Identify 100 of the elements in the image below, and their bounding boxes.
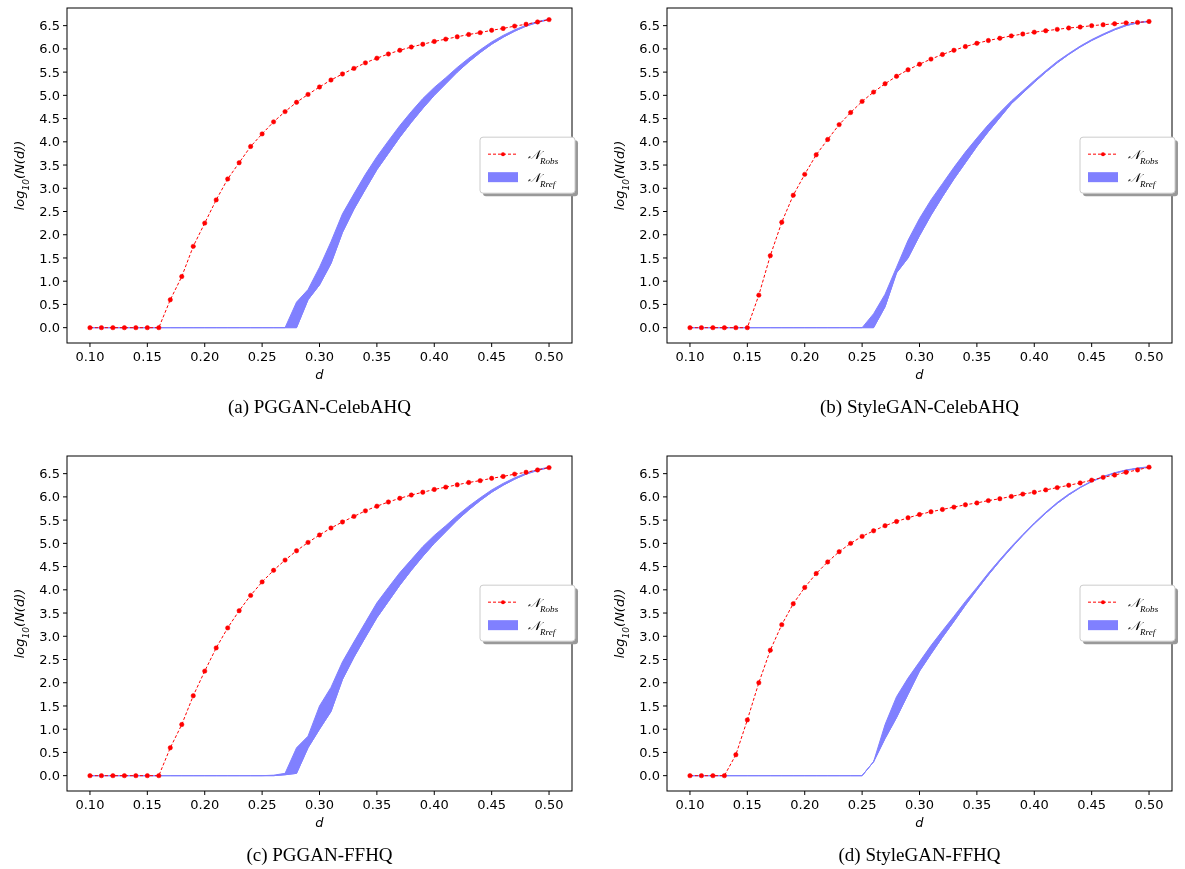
x-tick-label: 0.25 bbox=[247, 349, 277, 364]
x-tick-label: 0.15 bbox=[132, 349, 162, 364]
y-tick-label: 6.0 bbox=[639, 489, 660, 505]
y-tick-label: 5.5 bbox=[39, 64, 60, 80]
y-tick-label: 0.5 bbox=[639, 296, 660, 312]
y-tick-label: 0.0 bbox=[39, 320, 60, 336]
y-tick-label: 3.5 bbox=[39, 605, 60, 621]
x-tick-label: 0.40 bbox=[1019, 797, 1049, 812]
x-tick-label: 0.50 bbox=[534, 797, 564, 812]
x-tick-label: 0.15 bbox=[732, 349, 762, 364]
x-tick-label: 0.30 bbox=[305, 797, 334, 812]
y-tick-label: 5.5 bbox=[639, 512, 660, 528]
y-tick-label: 3.0 bbox=[39, 628, 60, 644]
y-tick-label: 2.5 bbox=[39, 204, 60, 220]
y-tick-label: 6.5 bbox=[639, 18, 660, 34]
y-tick-label: 1.0 bbox=[639, 273, 660, 289]
x-axis-title: d bbox=[315, 815, 325, 830]
y-tick-label: 1.5 bbox=[39, 698, 60, 714]
y-tick-label: 6.0 bbox=[39, 489, 60, 505]
y-tick-label: 5.5 bbox=[639, 64, 660, 80]
x-tick-label: 0.25 bbox=[847, 797, 877, 812]
x-tick-label: 0.50 bbox=[534, 349, 564, 364]
x-tick-label: 0.40 bbox=[419, 797, 449, 812]
x-tick-label: 0.20 bbox=[190, 797, 220, 812]
y-tick-label: 3.5 bbox=[639, 605, 660, 621]
y-tick-label: 3.5 bbox=[39, 157, 60, 173]
y-tick-label: 1.5 bbox=[639, 698, 660, 714]
y-tick-label: 4.0 bbox=[39, 582, 60, 598]
y-tick-label: 4.5 bbox=[39, 111, 60, 127]
y-tick-label: 4.5 bbox=[39, 559, 60, 575]
x-tick-label: 0.40 bbox=[1019, 349, 1049, 364]
y-tick-label: 0.0 bbox=[639, 768, 660, 784]
y-tick-label: 2.0 bbox=[639, 227, 660, 243]
legend-label: 𝒩$_{Rref}$ bbox=[528, 169, 557, 189]
x-tick-label: 0.45 bbox=[477, 797, 507, 812]
y-tick-label: 4.5 bbox=[639, 559, 660, 575]
legend-label: 𝒩$_{Rref}$ bbox=[1128, 169, 1157, 189]
y-tick-label: 1.0 bbox=[639, 721, 660, 737]
y-tick-label: 5.0 bbox=[639, 87, 660, 103]
x-tick-label: 0.50 bbox=[1134, 349, 1164, 364]
y-tick-label: 0.0 bbox=[639, 320, 660, 336]
y-tick-label: 4.0 bbox=[639, 134, 660, 150]
x-tick-label: 0.35 bbox=[362, 349, 392, 364]
x-tick-label: 0.20 bbox=[790, 349, 820, 364]
x-tick-label: 0.15 bbox=[132, 797, 162, 812]
x-tick-label: 0.30 bbox=[305, 349, 334, 364]
x-axis-title: d bbox=[915, 815, 925, 830]
x-tick-label: 0.25 bbox=[247, 797, 277, 812]
legend-label: 𝒩$_{Rref}$ bbox=[528, 617, 557, 637]
x-tick-label: 0.10 bbox=[675, 797, 705, 812]
legend-label: 𝒩$_{Robs}$ bbox=[528, 594, 559, 614]
x-tick-label: 0.35 bbox=[362, 797, 392, 812]
legend-label: 𝒩$_{Robs}$ bbox=[528, 146, 559, 166]
y-tick-label: 2.5 bbox=[639, 204, 660, 220]
x-tick-label: 0.35 bbox=[962, 349, 992, 364]
y-tick-label: 2.0 bbox=[39, 675, 60, 691]
y-tick-label: 1.0 bbox=[39, 273, 60, 289]
text: (a) PGGAN-CelebAHQ bbox=[227, 396, 412, 418]
x-tick-label: 0.10 bbox=[75, 797, 105, 812]
y-tick-label: 1.5 bbox=[39, 250, 60, 266]
y-tick-label: 6.5 bbox=[39, 18, 60, 34]
y-tick-label: 3.5 bbox=[639, 157, 660, 173]
x-tick-label: 0.45 bbox=[477, 349, 507, 364]
text: (c) PGGAN-FFHQ bbox=[246, 844, 393, 866]
x-tick-label: 0.20 bbox=[190, 349, 220, 364]
text: (d) StyleGAN-FFHQ bbox=[838, 844, 1001, 866]
legend-label: 𝒩$_{Rref}$ bbox=[1128, 617, 1157, 637]
y-tick-label: 5.0 bbox=[639, 535, 660, 551]
x-tick-label: 0.30 bbox=[905, 349, 934, 364]
x-axis-title: d bbox=[915, 367, 925, 382]
x-tick-label: 0.10 bbox=[675, 349, 705, 364]
y-tick-label: 0.5 bbox=[39, 744, 60, 760]
y-tick-label: 2.5 bbox=[639, 652, 660, 668]
x-tick-label: 0.35 bbox=[962, 797, 992, 812]
x-tick-label: 0.10 bbox=[75, 349, 105, 364]
y-tick-label: 5.5 bbox=[39, 512, 60, 528]
y-tick-label: 3.0 bbox=[39, 180, 60, 196]
y-tick-label: 2.0 bbox=[639, 675, 660, 691]
y-tick-label: 6.5 bbox=[639, 466, 660, 482]
y-tick-label: 2.0 bbox=[39, 227, 60, 243]
y-tick-label: 4.5 bbox=[639, 111, 660, 127]
text: (b) StyleGAN-CelebAHQ bbox=[820, 396, 1020, 418]
y-tick-label: 5.0 bbox=[39, 87, 60, 103]
x-tick-label: 0.15 bbox=[732, 797, 762, 812]
y-tick-label: 5.0 bbox=[39, 535, 60, 551]
x-axis-title: d bbox=[315, 367, 325, 382]
y-tick-label: 1.5 bbox=[639, 250, 660, 266]
x-tick-label: 0.45 bbox=[1077, 349, 1107, 364]
x-tick-label: 0.25 bbox=[847, 349, 877, 364]
x-tick-label: 0.50 bbox=[1134, 797, 1164, 812]
x-tick-label: 0.20 bbox=[790, 797, 820, 812]
y-tick-label: 6.0 bbox=[39, 41, 60, 57]
y-tick-label: 0.0 bbox=[39, 768, 60, 784]
y-tick-label: 1.0 bbox=[39, 721, 60, 737]
legend-label: 𝒩$_{Robs}$ bbox=[1128, 594, 1159, 614]
y-tick-label: 0.5 bbox=[39, 296, 60, 312]
y-tick-label: 2.5 bbox=[39, 652, 60, 668]
legend-label: 𝒩$_{Robs}$ bbox=[1128, 146, 1159, 166]
y-tick-label: 4.0 bbox=[39, 134, 60, 150]
y-tick-label: 6.5 bbox=[39, 466, 60, 482]
